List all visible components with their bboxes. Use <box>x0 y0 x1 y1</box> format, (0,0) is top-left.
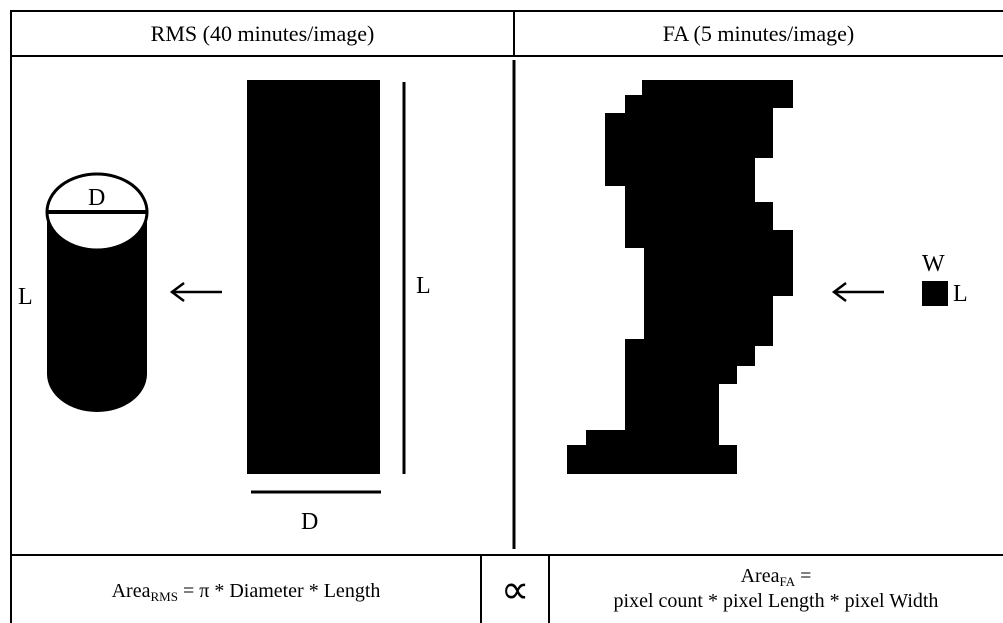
outer-border <box>10 10 1003 623</box>
left-arrow-icon <box>169 282 222 302</box>
fa-area-line1: AreaFA = <box>549 565 1003 590</box>
fa-subscript: FA <box>779 574 796 589</box>
fa-pixel-blob <box>567 80 793 474</box>
pixel-width-label: W <box>922 251 945 277</box>
cylinder-shape <box>45 172 149 412</box>
fa-area-line2: pixel count * pixel Length * pixel Width <box>613 589 939 612</box>
fa-header: FA (5 minutes/image) <box>662 21 855 46</box>
proportional-symbol: ∝ <box>500 566 530 613</box>
rms-area-rest: = π * Diameter * Length <box>177 580 381 602</box>
rms-rectangle <box>247 80 380 474</box>
pixel-square <box>922 281 948 306</box>
fa-area-formula: AreaFA = pixel count * pixel Length * pi… <box>549 565 1003 613</box>
cylinder-length-label: L <box>18 284 33 310</box>
rectangle-diameter-label: D <box>301 509 319 535</box>
right-panel-arrow-icon <box>831 282 884 302</box>
rms-header: RMS (40 minutes/image) <box>150 21 375 46</box>
rms-area-prefix: Area <box>111 580 151 602</box>
rms-subscript: RMS <box>150 589 178 604</box>
cylinder-diameter-label: D <box>88 185 106 211</box>
rms-area-formula: AreaRMS = π * Diameter * Length <box>11 580 481 605</box>
fa-area-eq: = <box>795 565 812 587</box>
fa-area-prefix: Area <box>740 565 780 587</box>
rectangle-length-label: L <box>416 273 431 299</box>
pixel-length-label: L <box>953 281 968 307</box>
